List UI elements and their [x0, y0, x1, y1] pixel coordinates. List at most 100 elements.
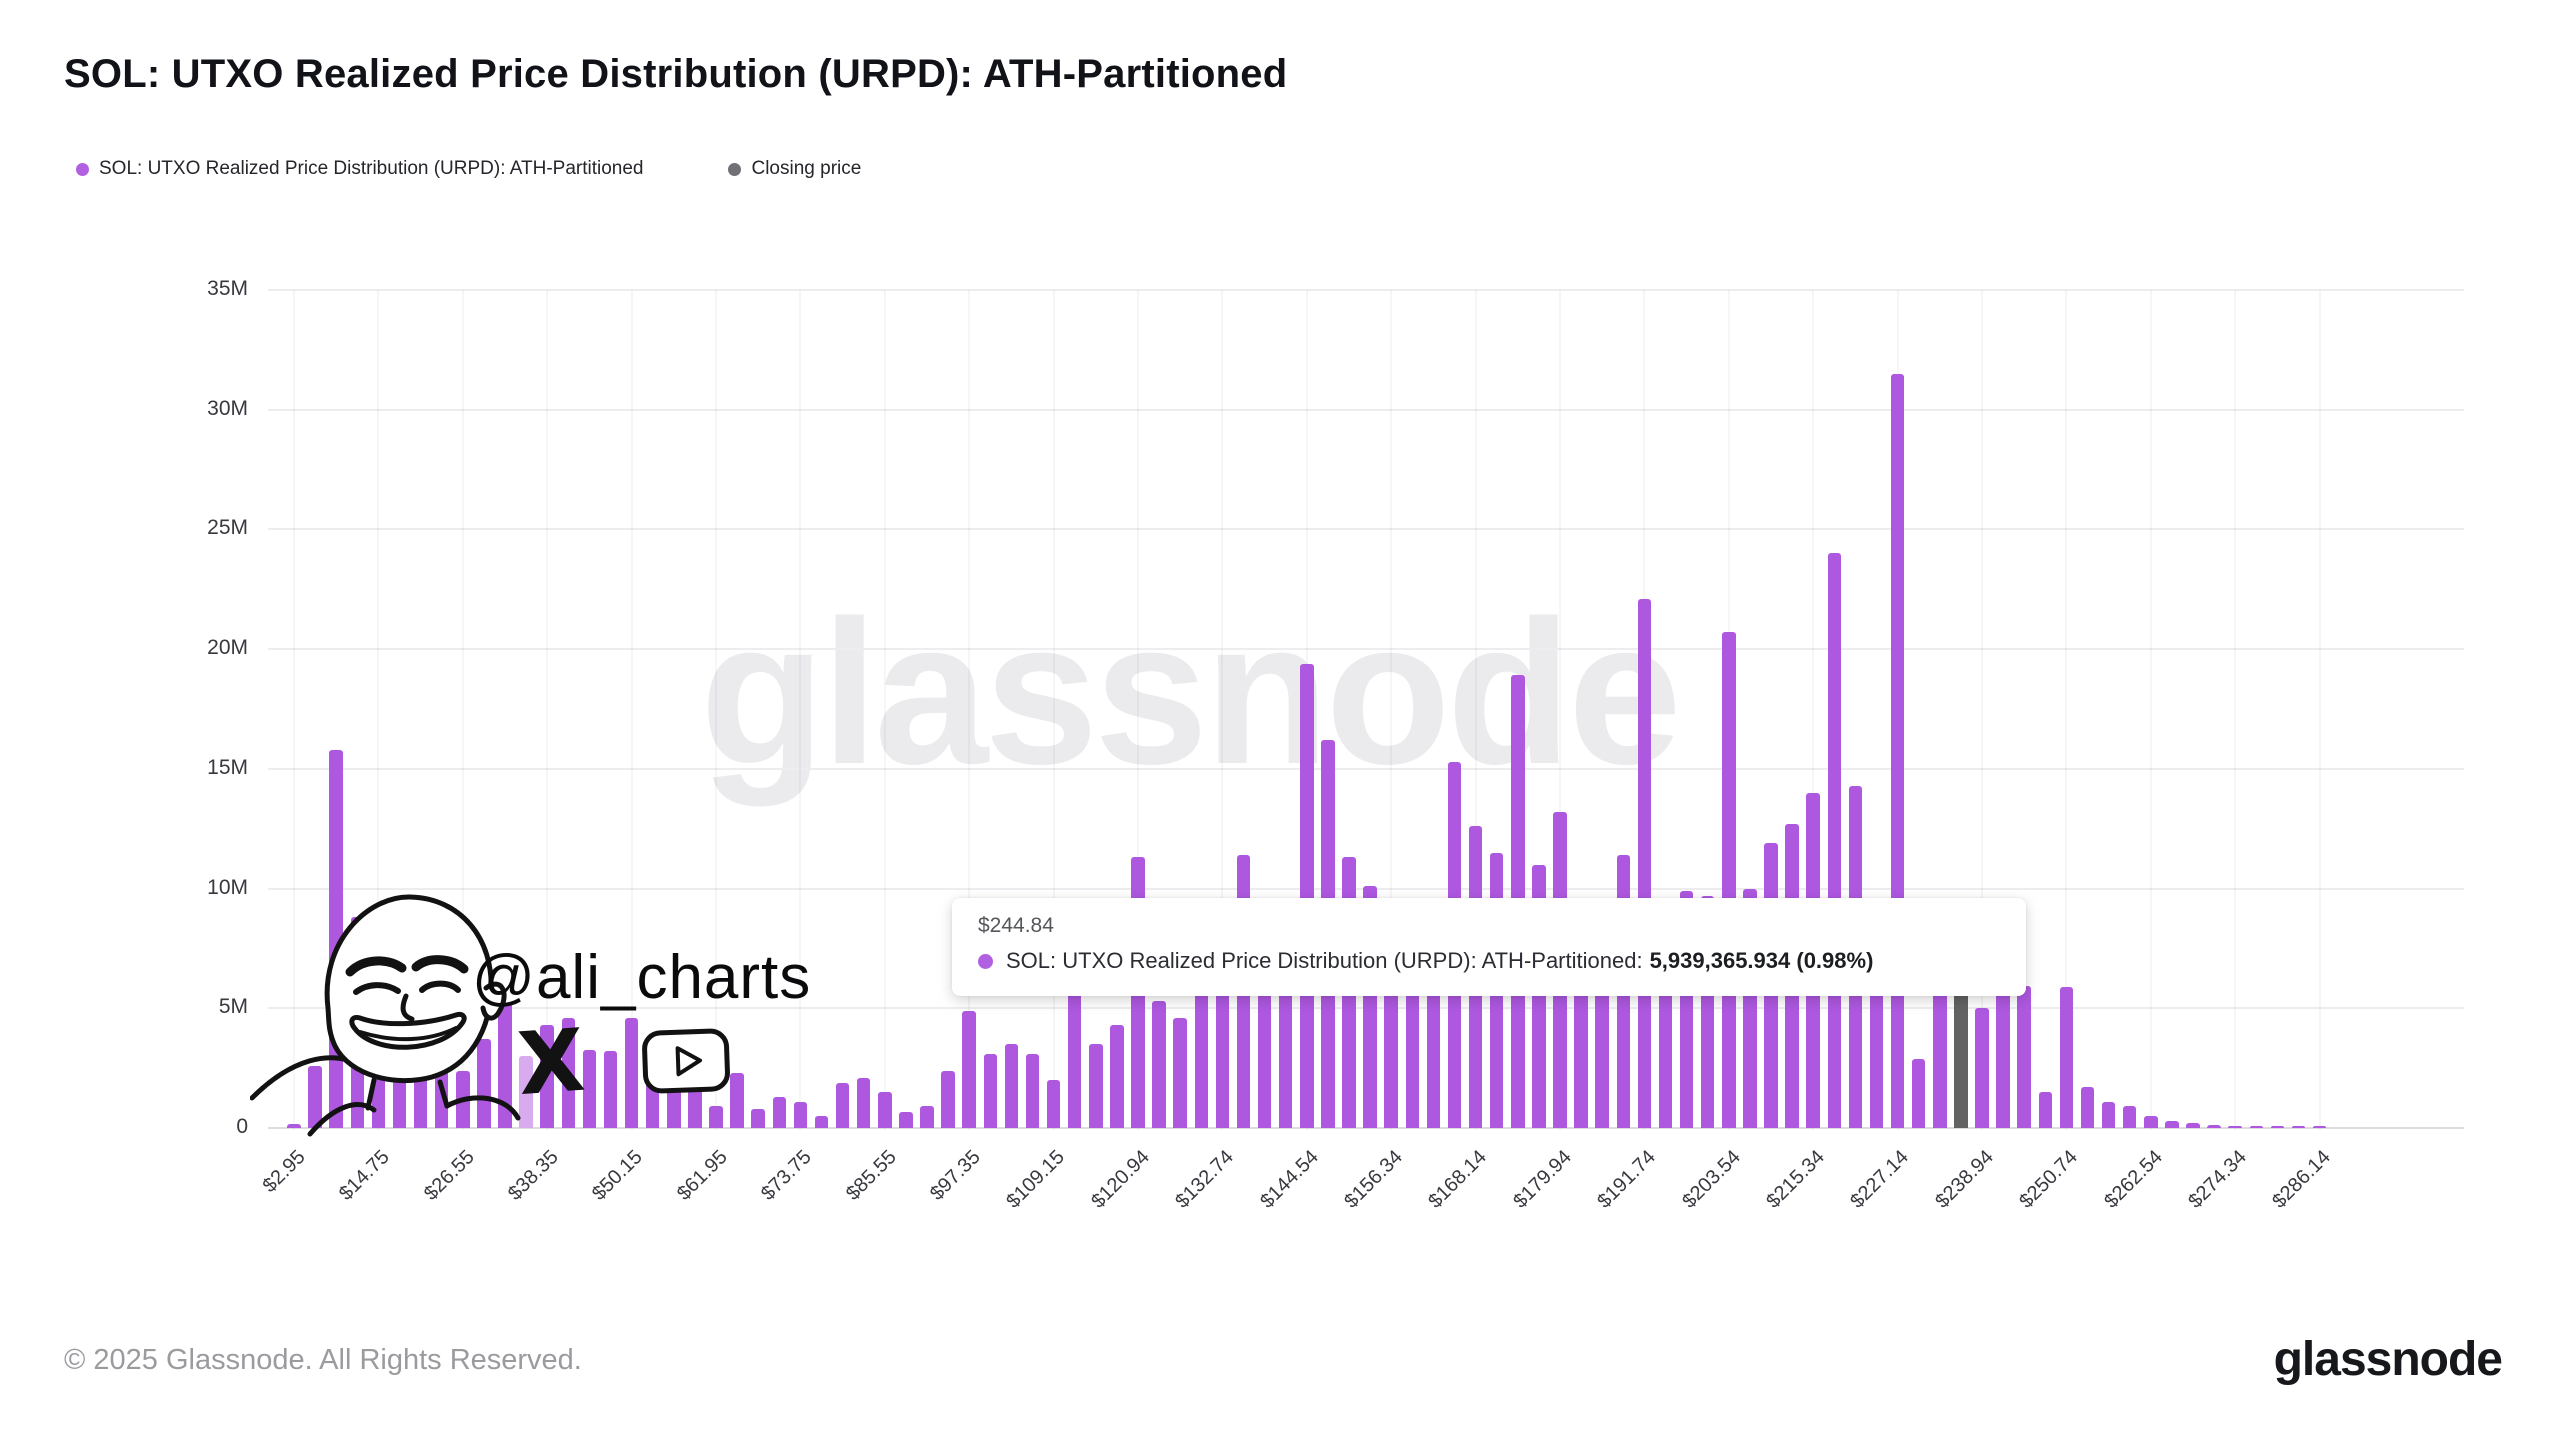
copyright-text: © 2025 Glassnode. All Rights Reserved. [64, 1344, 582, 1376]
legend-dot-gray-icon [728, 162, 742, 176]
bar[interactable] [856, 1077, 871, 1128]
doodle-neck-right [437, 1079, 450, 1109]
bar[interactable] [1975, 1008, 1989, 1128]
bar[interactable] [1257, 962, 1272, 1128]
bar[interactable] [308, 1065, 322, 1128]
x-gridline [883, 290, 886, 1130]
bar[interactable] [603, 1051, 618, 1128]
bar[interactable] [519, 1056, 533, 1128]
x-axis-tick-label: $38.35 [503, 1146, 563, 1205]
bar[interactable] [941, 1070, 955, 1128]
x-axis-tick-label: $274.34 [2184, 1146, 2251, 1213]
y-axis-tick-label: 35M [207, 276, 248, 300]
y-gridline [268, 408, 2464, 411]
bar[interactable] [2291, 1126, 2306, 1128]
bar[interactable] [2165, 1120, 2179, 1128]
ali-charts-handle: @ali_charts [472, 943, 812, 1012]
bar[interactable] [2186, 1123, 2200, 1128]
bar[interactable] [1089, 1044, 1103, 1128]
bar[interactable] [793, 1101, 808, 1128]
bar[interactable] [899, 1112, 913, 1128]
bar[interactable] [814, 1116, 829, 1128]
tooltip-value: 5,939,365.934 (0.98%) [1649, 948, 1874, 973]
bar[interactable] [2122, 1106, 2137, 1128]
y-axis-tick-label: 15M [207, 755, 248, 779]
bar[interactable] [1637, 598, 1652, 1128]
x-axis-tick-label: $179.94 [1508, 1146, 1576, 1213]
bar[interactable] [1911, 1058, 1926, 1128]
bar[interactable] [878, 1092, 892, 1128]
x-gridline [1812, 290, 1815, 1130]
x-axis-tick-label: $250.74 [2015, 1146, 2082, 1213]
bar[interactable] [1827, 553, 1842, 1128]
bar[interactable] [1025, 1053, 1040, 1128]
bar[interactable] [1890, 373, 1905, 1128]
bar[interactable] [1384, 984, 1398, 1128]
legend-dot-purple-icon [76, 162, 89, 176]
bar[interactable] [2207, 1125, 2221, 1128]
legend-label-urpd: SOL: UTXO Realized Price Distribution (U… [99, 158, 644, 179]
x-axis-tick-label: $120.94 [1086, 1146, 1154, 1213]
doodle-neck-left [365, 1077, 377, 1111]
bar[interactable] [561, 1017, 576, 1128]
tooltip-price: $244.84 [978, 914, 1054, 937]
bar[interactable] [287, 1124, 301, 1128]
bar[interactable] [920, 1106, 934, 1128]
bar[interactable] [1426, 960, 1441, 1128]
bar[interactable] [1110, 1025, 1124, 1128]
bar[interactable] [1046, 1080, 1061, 1128]
bar[interactable] [983, 1053, 998, 1128]
bar[interactable] [1574, 972, 1588, 1128]
bar[interactable] [1658, 984, 1673, 1128]
bar[interactable] [1996, 989, 2010, 1128]
bar[interactable] [1173, 1017, 1187, 1128]
bar[interactable] [1215, 977, 1230, 1128]
bar[interactable] [2059, 986, 2074, 1128]
bar[interactable] [1869, 960, 1884, 1128]
bar[interactable] [2270, 1126, 2285, 1128]
x-axis-tick-label: $238.94 [1930, 1146, 1998, 1213]
bar[interactable] [2017, 985, 2031, 1128]
bar[interactable] [1152, 1001, 1166, 1128]
bar[interactable] [624, 1017, 639, 1128]
bar[interactable] [1004, 1044, 1019, 1128]
bar[interactable] [498, 1003, 512, 1128]
doodle-collar [307, 1095, 521, 1137]
x-gridline [799, 290, 802, 1130]
bar[interactable] [730, 1072, 744, 1128]
x-gridline [461, 290, 464, 1130]
bar[interactable] [540, 1025, 554, 1128]
bar[interactable] [1194, 989, 1209, 1128]
bar[interactable] [2080, 1087, 2095, 1128]
bar[interactable] [1954, 991, 1968, 1128]
bar[interactable] [1405, 993, 1420, 1128]
bar[interactable] [2249, 1126, 2264, 1128]
x-logo-icon: X [515, 1011, 588, 1115]
chart-tooltip: $244.84 SOL: UTXO Realized Price Distrib… [952, 898, 2026, 996]
bar[interactable] [2144, 1116, 2158, 1128]
bar[interactable] [2228, 1125, 2242, 1128]
bar[interactable] [2312, 1126, 2327, 1128]
x-gridline [546, 290, 549, 1130]
bar[interactable] [751, 1108, 765, 1128]
bar[interactable] [1067, 986, 1082, 1128]
bar[interactable] [772, 1096, 787, 1128]
ali-charts-doodle: X [250, 894, 730, 1137]
bar[interactable] [582, 1050, 597, 1128]
bar[interactable] [835, 1082, 850, 1128]
legend-item-urpd[interactable]: SOL: UTXO Realized Price Distribution (U… [76, 158, 643, 180]
bar[interactable] [1595, 960, 1609, 1128]
bar[interactable] [2038, 1092, 2053, 1128]
y-axis-tick-label: 25M [207, 516, 248, 540]
legend-item-closing-price[interactable]: Closing price [728, 158, 861, 180]
x-gridline [1559, 290, 1561, 1130]
bar[interactable] [1300, 663, 1314, 1128]
bar[interactable] [709, 1106, 723, 1128]
bar[interactable] [2101, 1101, 2116, 1128]
legend-label-closing-price: Closing price [751, 158, 862, 179]
bar[interactable] [477, 1039, 491, 1128]
x-gridline [293, 290, 295, 1130]
x-axis-tick-label: $203.54 [1677, 1146, 1745, 1213]
bar[interactable] [962, 1010, 976, 1128]
bar[interactable] [1722, 632, 1736, 1128]
